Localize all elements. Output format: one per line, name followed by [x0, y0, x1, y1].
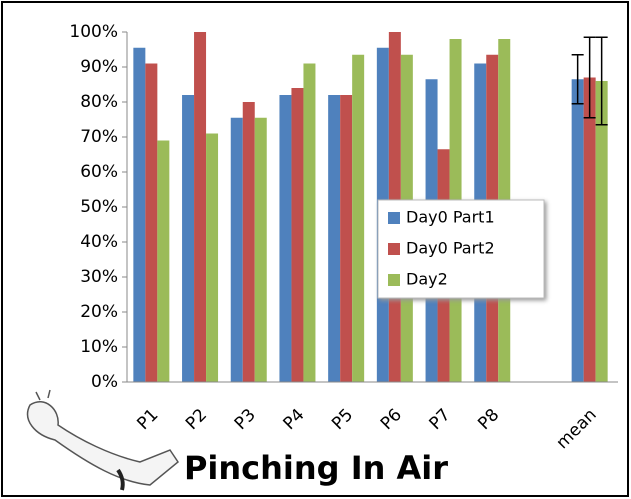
bar: [243, 102, 255, 382]
y-tick-label: 20%: [80, 302, 118, 322]
bar: [584, 78, 596, 383]
bar: [572, 79, 584, 382]
legend-label: Day0 Part1: [406, 208, 495, 227]
bar: [157, 141, 169, 383]
bar: [596, 81, 608, 382]
bar: [303, 64, 315, 383]
legend-swatch: [388, 212, 400, 224]
y-tick-label: 0%: [91, 372, 118, 392]
chart-title: Pinching In Air: [184, 449, 448, 487]
y-tick-label: 10%: [80, 337, 118, 357]
y-tick-label: 70%: [80, 127, 118, 147]
bar: [291, 88, 303, 382]
legend: Day0 Part1 Day0 Part2 Day2: [378, 200, 544, 298]
legend-label: Day2: [406, 270, 448, 289]
bar: [328, 95, 340, 382]
legend-label: Day0 Part2: [406, 239, 495, 258]
legend-swatch: [388, 274, 400, 286]
y-tick-label: 40%: [80, 232, 118, 252]
y-tick-label: 80%: [80, 92, 118, 112]
bar: [231, 118, 243, 382]
y-tick-label: 90%: [80, 57, 118, 77]
chart: Pinching In Air 0% 10% 20% 30% 40% 50% 60% 70% 8…: [0, 0, 631, 499]
y-tick-label: 60%: [80, 162, 118, 182]
legend-swatch: [388, 243, 400, 255]
y-tick-label: 30%: [80, 267, 118, 287]
y-tick-label: 100%: [69, 22, 118, 42]
bar: [206, 134, 218, 383]
bar: [145, 64, 157, 383]
bar: [340, 95, 352, 382]
bar: [182, 95, 194, 382]
bar: [194, 32, 206, 382]
bar: [255, 118, 267, 382]
bar: [352, 55, 364, 382]
bar: [279, 95, 291, 382]
bar: [133, 48, 145, 382]
y-tick-label: 50%: [80, 197, 118, 217]
